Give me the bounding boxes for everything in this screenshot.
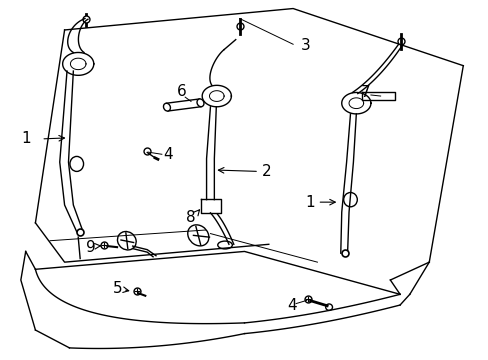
Text: 1: 1 (21, 131, 30, 147)
Text: 3: 3 (300, 38, 309, 53)
Text: 2: 2 (261, 164, 271, 179)
Ellipse shape (217, 241, 232, 249)
Text: 6: 6 (176, 84, 186, 99)
Ellipse shape (70, 157, 83, 171)
Ellipse shape (325, 304, 332, 310)
Text: 4: 4 (287, 298, 296, 313)
Polygon shape (166, 99, 201, 111)
Ellipse shape (343, 193, 357, 207)
Text: 5: 5 (113, 281, 122, 296)
Text: 8: 8 (186, 210, 195, 225)
Ellipse shape (163, 103, 170, 111)
Ellipse shape (117, 231, 136, 250)
Text: 4: 4 (163, 147, 172, 162)
Text: 1: 1 (305, 195, 314, 210)
Text: 7: 7 (360, 85, 369, 100)
Text: 9: 9 (86, 240, 96, 255)
Ellipse shape (197, 99, 203, 107)
Ellipse shape (187, 225, 208, 246)
